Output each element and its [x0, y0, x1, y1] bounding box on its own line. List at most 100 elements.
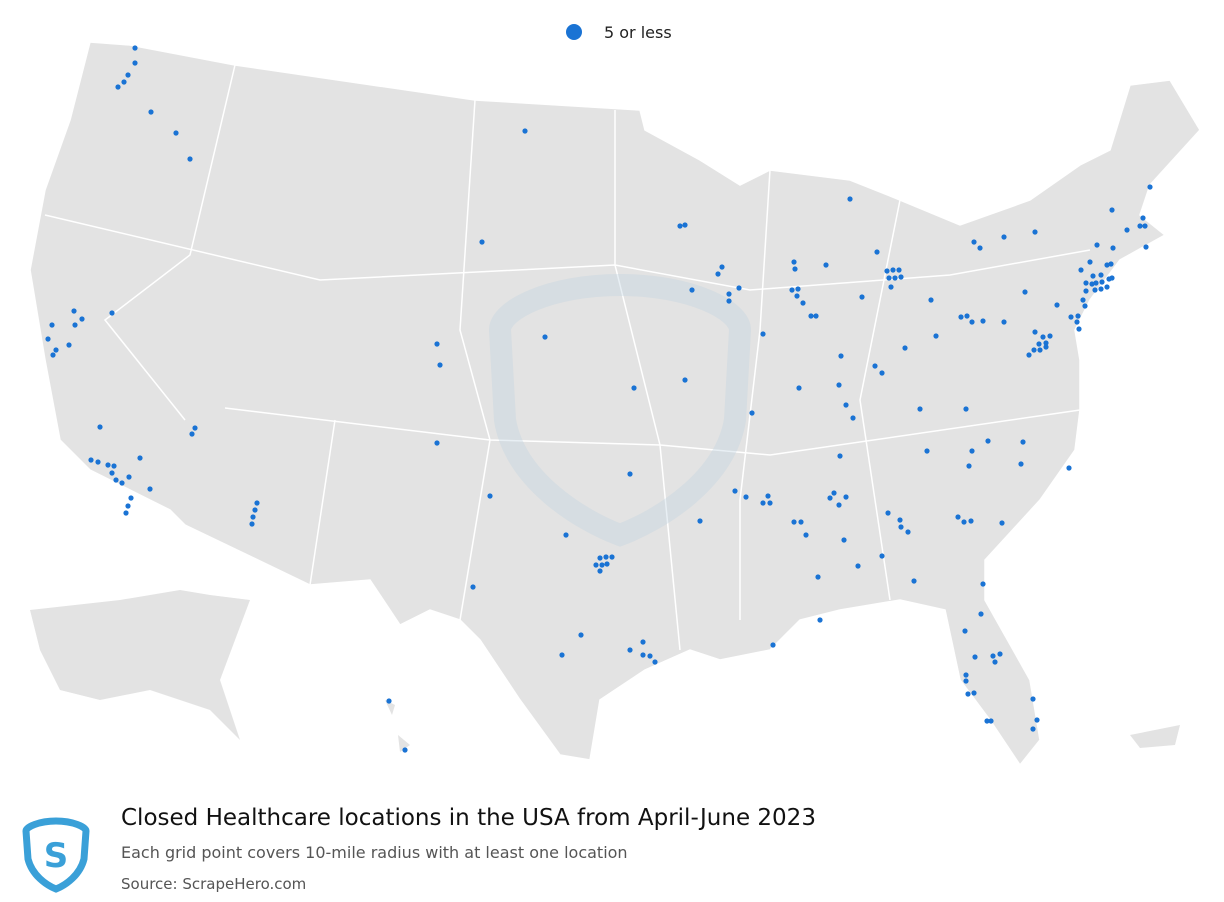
location-dot	[1034, 717, 1040, 723]
location-dot	[963, 406, 969, 412]
location-dots	[45, 45, 1153, 753]
location-dot	[955, 514, 961, 520]
location-dot	[823, 262, 829, 268]
location-dot	[434, 440, 440, 446]
location-dot	[770, 642, 776, 648]
location-dot	[879, 553, 885, 559]
location-dot	[95, 459, 101, 465]
location-dot	[885, 510, 891, 516]
location-dot	[726, 291, 732, 297]
location-dot	[992, 659, 998, 665]
location-dot	[798, 519, 804, 525]
location-dot	[890, 267, 896, 273]
location-dot	[1076, 326, 1082, 332]
location-dot	[71, 308, 77, 314]
location-dot	[760, 331, 766, 337]
location-dot	[1040, 334, 1046, 340]
location-dot	[563, 532, 569, 538]
location-dot	[647, 653, 653, 659]
location-dot	[652, 659, 658, 665]
location-dot	[1068, 314, 1074, 320]
location-dot	[125, 503, 131, 509]
location-dot	[45, 336, 51, 342]
location-dot	[1043, 340, 1049, 346]
location-dot	[609, 554, 615, 560]
subtitle: Each grid point covers 10-mile radius wi…	[121, 843, 628, 862]
location-dot	[386, 698, 392, 704]
location-dot	[689, 287, 695, 293]
location-dot	[964, 313, 970, 319]
location-dot	[843, 402, 849, 408]
location-dot	[1147, 184, 1153, 190]
location-dot	[1104, 262, 1110, 268]
location-dot	[1032, 329, 1038, 335]
location-dot	[872, 363, 878, 369]
location-dot	[850, 415, 856, 421]
location-dot	[760, 500, 766, 506]
location-dot	[1030, 696, 1036, 702]
location-dot	[593, 562, 599, 568]
location-dot	[121, 79, 127, 85]
location-dot	[109, 470, 115, 476]
location-dot	[965, 691, 971, 697]
location-dot	[542, 334, 548, 340]
location-dot	[437, 362, 443, 368]
location-dot	[963, 672, 969, 678]
location-dot	[971, 239, 977, 245]
location-dot	[1080, 297, 1086, 303]
svg-text:S: S	[44, 836, 69, 876]
location-dot	[1098, 272, 1104, 278]
location-dot	[1083, 280, 1089, 286]
location-dot	[1098, 286, 1104, 292]
location-dot	[808, 313, 814, 319]
location-dot	[743, 494, 749, 500]
location-dot	[79, 316, 85, 322]
location-dot	[958, 314, 964, 320]
location-dot	[487, 493, 493, 499]
location-dot	[479, 239, 485, 245]
location-dot	[1037, 347, 1043, 353]
watermark	[488, 273, 752, 547]
location-dot	[1022, 289, 1028, 295]
location-dot	[128, 495, 134, 501]
location-dot	[980, 581, 986, 587]
location-dot	[968, 518, 974, 524]
location-dot	[1109, 275, 1115, 281]
location-dot	[627, 647, 633, 653]
location-dot	[1047, 333, 1053, 339]
location-dot	[917, 406, 923, 412]
location-dot	[911, 578, 917, 584]
location-dot	[1026, 352, 1032, 358]
location-dot	[1092, 287, 1098, 293]
location-dot	[1001, 319, 1007, 325]
location-dot	[902, 345, 908, 351]
location-dot	[1066, 465, 1072, 471]
location-dot	[803, 532, 809, 538]
location-dot	[898, 524, 904, 530]
location-dot	[1089, 281, 1095, 287]
location-dot	[1030, 726, 1036, 732]
location-dot	[640, 652, 646, 658]
location-dot	[132, 60, 138, 66]
location-dot	[132, 45, 138, 51]
location-dot	[53, 347, 59, 353]
location-dot	[50, 352, 56, 358]
location-dot	[736, 285, 742, 291]
location-dot	[792, 266, 798, 272]
location-dot	[977, 245, 983, 251]
location-dot	[111, 463, 117, 469]
location-dot	[1031, 347, 1037, 353]
location-dot	[126, 474, 132, 480]
location-dot	[980, 318, 986, 324]
location-dot	[1143, 244, 1149, 250]
location-dot	[836, 382, 842, 388]
location-dot	[879, 370, 885, 376]
location-dot	[1093, 280, 1099, 286]
location-dot	[599, 562, 605, 568]
hawaii	[385, 700, 410, 752]
puerto-rico	[1130, 725, 1180, 748]
location-dot	[682, 377, 688, 383]
location-dot	[1075, 313, 1081, 319]
location-dot	[843, 494, 849, 500]
